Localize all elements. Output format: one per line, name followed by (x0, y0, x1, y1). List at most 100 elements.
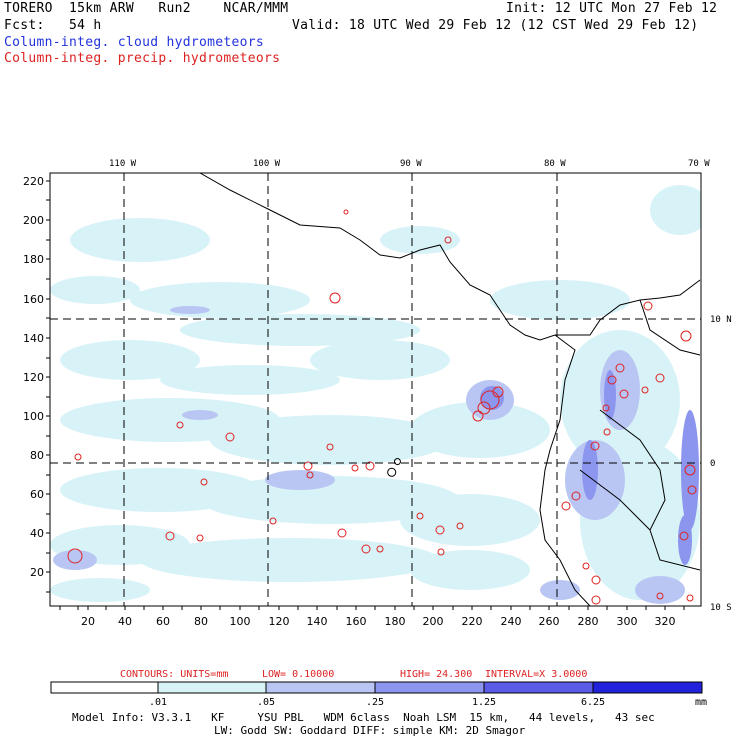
precip-cell (684, 464, 696, 476)
cloud-patch (53, 550, 97, 570)
precip-cell (416, 512, 424, 520)
cloud-patch (265, 470, 335, 490)
model-info-line2: LW: Godd SW: Goddard DIFF: simple KM: 2D… (214, 724, 526, 737)
colorbar-label: .25 (366, 697, 384, 708)
colorbar-bin (50, 681, 159, 694)
y-tick-label: 120 (23, 371, 44, 384)
precip-contours (67, 209, 697, 605)
x-tick-label: 60 (156, 615, 170, 628)
contour-high: HIGH= 24.300 (400, 669, 472, 680)
cloud-patch (50, 578, 150, 602)
init-time: Init: 12 UTC Mon 27 Feb 12 (506, 1, 718, 16)
precip-cell (303, 461, 313, 471)
coastline-south-america-west (539, 334, 591, 606)
cloud-patch (170, 306, 210, 314)
valid-time: Valid: 18 UTC Wed 29 Feb 12 (12 CST Wed … (292, 18, 699, 33)
precip-cell (591, 575, 601, 585)
precip-cell (680, 330, 692, 342)
colorbar-bin (157, 681, 267, 694)
cloud-patch (635, 576, 685, 604)
precip-cell (643, 301, 653, 311)
lon-labels: 110 W 100 W 90 W 80 W 70 W (109, 159, 710, 169)
cloud-patch (180, 314, 420, 346)
cloud-patch (540, 580, 580, 600)
border-line (639, 299, 701, 356)
y-tick-label: 80 (30, 449, 44, 462)
contour-low: LOW= 0.10000 (262, 669, 334, 680)
x-tick-label: 200 (423, 615, 444, 628)
precip-cell (655, 373, 665, 383)
precip-cell (561, 501, 571, 511)
x-tick-label: 120 (269, 615, 290, 628)
lon-label: 70 W (688, 159, 710, 169)
x-tick-label: 160 (346, 615, 367, 628)
precip-cell (435, 525, 445, 535)
x-tick-label: 240 (501, 615, 522, 628)
lat-label: 10 S (710, 603, 732, 613)
precip-cell (456, 522, 464, 530)
x-tick-label: 20 (81, 615, 95, 628)
cloud-patch (681, 410, 699, 530)
x-tick-label: 260 (539, 615, 560, 628)
lon-label: 110 W (109, 159, 137, 169)
precip-cell (225, 432, 235, 442)
precip-cell (361, 544, 371, 554)
graticule (50, 173, 701, 606)
lat-labels: 10 N 0 10 S (710, 315, 732, 613)
border-line (599, 409, 701, 571)
precip-cell (376, 545, 384, 553)
colorbar-label: .01 (149, 697, 167, 708)
cloud-patch (400, 494, 540, 546)
x-tick-labels: 20 40 60 80 100 120 140 160 180 200 220 … (81, 615, 676, 628)
precip-cell (269, 517, 277, 525)
contour-interval: INTERVAL=X 3.0000 (485, 669, 587, 680)
colorbar-bin (265, 681, 376, 694)
precip-cell (615, 363, 625, 373)
cloud-patch (310, 340, 450, 380)
precip-cell (603, 428, 611, 436)
precip-cell (444, 236, 452, 244)
cloud-shading (50, 185, 701, 604)
lon-label: 90 W (400, 159, 422, 169)
cloud-patch (70, 218, 210, 262)
cloud-patch (160, 365, 340, 395)
y-tick-label: 60 (30, 488, 44, 501)
precip-cell (607, 375, 617, 385)
x-tick-label: 80 (194, 615, 208, 628)
precip-cell (679, 531, 689, 541)
precip-cell (337, 528, 347, 538)
model-title: TORERO 15km ARW Run2 NCAR/MMM (4, 1, 289, 16)
precip-cell (582, 562, 590, 570)
lat-label: 0 (710, 459, 715, 469)
cloud-patch (604, 370, 616, 420)
colorbar-bin (483, 681, 594, 694)
precip-cell (590, 441, 600, 451)
precip-cell (437, 548, 445, 556)
colorbar-unit: mm (695, 697, 707, 708)
cloud-patch (410, 402, 550, 458)
x-tick-label: 40 (118, 615, 132, 628)
precip-cell (200, 478, 208, 486)
cloud-patch (182, 410, 218, 420)
cloud-patch (50, 276, 140, 304)
y-tick-label: 140 (23, 332, 44, 345)
cloud-patch (410, 550, 530, 590)
colorbar-labels: .01 .05 .25 1.25 6.25 mm (149, 697, 707, 708)
galapagos-island (387, 467, 397, 477)
y-tick-label: 200 (23, 214, 44, 227)
cloud-patch (140, 538, 440, 582)
y-tick-label: 100 (23, 410, 44, 423)
coastline-central-america (199, 173, 701, 341)
forecast-hour: Fcst: 54 h (4, 18, 102, 33)
coastlines (199, 173, 701, 606)
x-tick-label: 220 (462, 615, 483, 628)
precip-cell (619, 389, 629, 399)
legend-cloud: Column-integ. cloud hydrometeors (4, 35, 265, 50)
cloud-patch (490, 280, 630, 320)
x-tick-label: 320 (655, 615, 676, 628)
precip-cell (687, 485, 697, 495)
precip-cell (686, 594, 694, 602)
y-tick-label: 20 (30, 566, 44, 579)
precip-cell (176, 421, 184, 429)
y-axis-ticks (46, 180, 50, 593)
